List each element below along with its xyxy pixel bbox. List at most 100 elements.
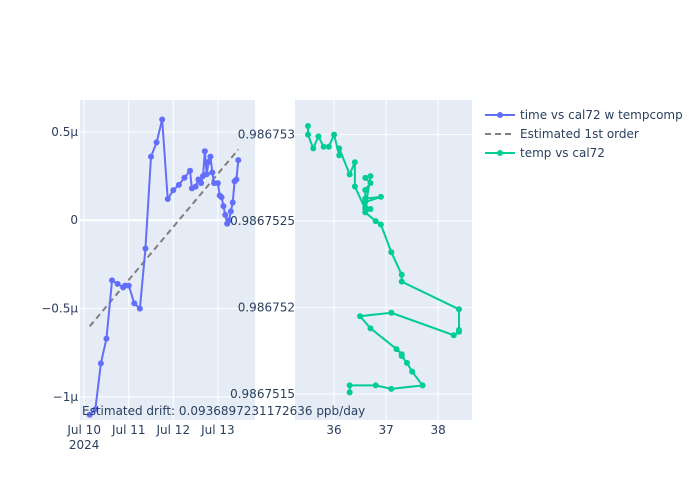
right-y-tick-label: 0.986752: [238, 301, 295, 315]
temp-vs-cal72-point: [367, 205, 374, 212]
time-vs-cal72-point: [222, 211, 229, 218]
right-plot-background: [295, 100, 472, 420]
legend-marker-time-vs-cal72: [497, 112, 503, 118]
temp-vs-cal72-point: [398, 353, 405, 359]
temp-vs-cal72-point: [398, 278, 405, 285]
temp-vs-cal72-point: [377, 193, 384, 200]
temp-vs-cal72-point: [372, 382, 379, 389]
time-vs-cal72-point: [226, 217, 233, 224]
time-vs-cal72-point: [142, 245, 149, 252]
time-vs-cal72-point: [220, 203, 227, 210]
drift-annotation: Estimated drift: 0.0936897231172636 ppb/…: [82, 404, 365, 418]
temp-vs-cal72-point: [346, 171, 353, 178]
time-vs-cal72-point: [203, 171, 210, 178]
temp-vs-cal72-point: [336, 152, 343, 159]
right-series-layer: [305, 122, 462, 396]
legend-label-temp-vs-cal72: temp vs cal72: [520, 146, 605, 160]
temp-vs-cal72-point: [305, 122, 312, 129]
left-y-tick-label: −0.5µ: [41, 302, 78, 316]
temp-vs-cal72-point: [388, 249, 395, 256]
temp-vs-cal72-point: [305, 131, 312, 138]
time-vs-cal72-point: [201, 148, 208, 155]
time-vs-cal72-point: [131, 300, 138, 307]
right-y-tick-label: 0.9867525: [230, 214, 295, 228]
left-tick-labels: Jul 10 Jul 11 Jul 12 Jul 13 2024 0.5µ 0 −0.5µ −1…: [41, 125, 234, 452]
temp-vs-cal72-point: [367, 325, 374, 332]
legend-label-estimated-first-order: Estimated 1st order: [520, 127, 639, 141]
temp-vs-cal72-point: [336, 145, 343, 152]
temp-vs-cal72-point: [398, 271, 405, 278]
temp-vs-cal72-point: [315, 133, 322, 140]
temp-vs-cal72-point: [362, 186, 369, 193]
temp-vs-cal72-point: [409, 368, 416, 375]
left-x-tick-label: Jul 13: [200, 423, 235, 437]
temp-vs-cal72-point: [388, 309, 395, 316]
time-vs-cal72-point: [97, 360, 104, 367]
temp-vs-cal72-point: [393, 346, 400, 353]
left-y-tick-label: 0.5µ: [51, 125, 78, 139]
time-vs-cal72-point: [103, 335, 110, 342]
right-x-tick-label: 37: [378, 423, 393, 437]
left-x-tick-label: Jul 10: [66, 423, 101, 437]
time-vs-cal72-point: [125, 282, 132, 289]
temp-vs-cal72-point: [372, 218, 379, 225]
time-vs-cal72-point: [207, 153, 214, 160]
time-vs-cal72-point: [175, 181, 182, 188]
time-vs-cal72-point: [136, 305, 143, 312]
time-vs-cal72-point: [209, 169, 216, 176]
temp-vs-cal72-point: [377, 221, 384, 228]
left-y-tick-label: 0: [70, 213, 78, 227]
left-series-layer: [86, 116, 242, 418]
time-vs-cal72-point: [164, 196, 171, 203]
temp-vs-cal72-point: [351, 183, 358, 190]
right-y-tick-label: 0.986753: [238, 128, 295, 142]
time-vs-cal72-point: [109, 277, 116, 284]
temp-vs-cal72-point: [320, 143, 327, 150]
temp-vs-cal72-point: [388, 385, 395, 392]
time-vs-cal72-point: [148, 153, 155, 160]
temp-vs-cal72-point: [450, 332, 457, 339]
temp-vs-cal72-point: [362, 199, 369, 206]
left-y-tick-label: −1µ: [53, 390, 79, 404]
time-vs-cal72-point: [181, 174, 188, 181]
left-plot-background: [80, 100, 255, 420]
temp-vs-cal72-point: [346, 389, 353, 396]
time-vs-cal72-point: [153, 139, 160, 146]
time-vs-cal72-point: [114, 280, 121, 287]
temp-vs-cal72-point: [310, 145, 317, 152]
time-vs-cal72-point: [170, 187, 177, 194]
right-x-tick-label: 38: [431, 423, 446, 437]
temp-vs-cal72-point: [331, 131, 338, 138]
right-tick-labels: 36 37 38 0.986753 0.9867525 0.986752 0.9867515: [230, 128, 446, 437]
time-vs-cal72-point: [214, 180, 221, 187]
legend[interactable]: time vs cal72 w tempcomp Estimated 1st or…: [485, 108, 683, 160]
temp-vs-cal72-point: [357, 313, 364, 320]
time-vs-cal72-point: [233, 176, 240, 183]
temp-vs-cal72-point: [362, 209, 369, 216]
time-vs-cal72-point: [205, 158, 212, 165]
left-x-tick-label: Jul 12: [156, 423, 191, 437]
temp-vs-cal72-point: [325, 143, 332, 150]
time-vs-cal72-point: [218, 194, 225, 201]
temp-vs-cal72-point: [362, 204, 369, 211]
time-vs-cal72-point: [229, 199, 236, 206]
temp-vs-cal72-point: [455, 328, 462, 335]
time-vs-cal72-point: [159, 116, 166, 123]
time-vs-cal72-point: [227, 208, 234, 215]
right-grid: [295, 100, 472, 420]
time-vs-cal72-point: [235, 157, 242, 164]
left-x-year-label: 2024: [69, 438, 100, 452]
right-x-tick-label: 36: [326, 423, 341, 437]
temp-vs-cal72-point: [367, 180, 374, 187]
time-vs-cal72-point: [92, 406, 99, 413]
right-y-tick-label: 0.9867515: [230, 387, 295, 401]
temp-vs-cal72-point: [346, 382, 353, 389]
legend-label-time-vs-cal72: time vs cal72 w tempcomp: [520, 108, 683, 122]
temp-vs-cal72-point: [403, 359, 410, 366]
temp-vs-cal72-point: [351, 159, 358, 166]
time-vs-cal72-point: [192, 183, 199, 190]
temp-vs-cal72-point: [362, 174, 369, 181]
temp-vs-cal72-point: [419, 382, 426, 389]
time-vs-cal72-point: [86, 411, 93, 418]
